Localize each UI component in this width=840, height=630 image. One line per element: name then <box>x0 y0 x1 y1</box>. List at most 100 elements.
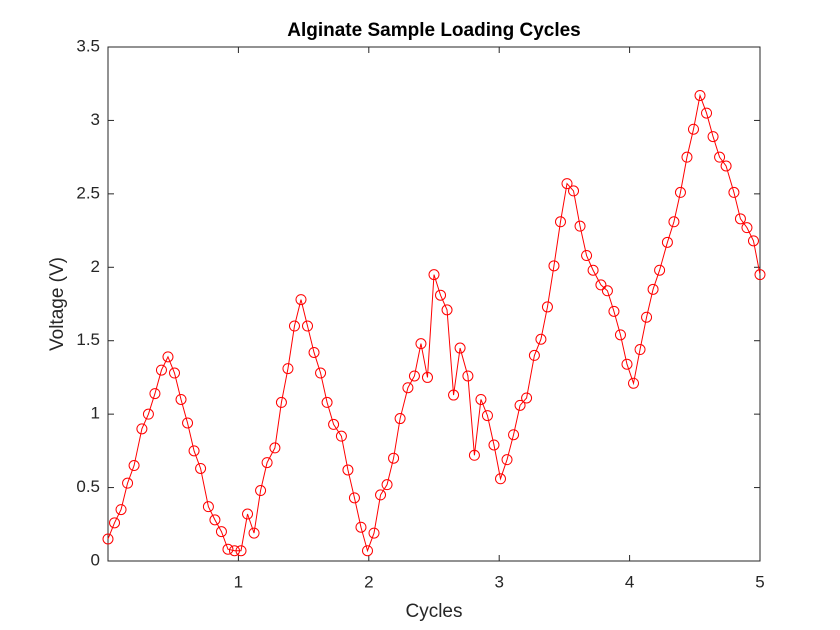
data-point <box>701 107 713 119</box>
data-point <box>182 417 194 429</box>
data-point <box>548 260 560 272</box>
data-point <box>288 320 300 332</box>
x-axis-label: Cycles <box>405 601 462 622</box>
data-point <box>448 389 460 401</box>
data-point <box>488 439 500 451</box>
data-point <box>342 464 354 476</box>
data-point <box>614 329 626 341</box>
data-point <box>169 367 181 379</box>
data-point <box>661 236 673 248</box>
y-tick-label: 1 <box>91 404 100 423</box>
data-point <box>102 533 114 545</box>
data-point <box>368 527 380 539</box>
x-tick-label: 2 <box>364 572 373 591</box>
data-line <box>107 93 761 553</box>
data-point <box>734 213 746 225</box>
data-point <box>634 344 646 356</box>
data-point <box>468 449 480 461</box>
data-point <box>408 370 420 382</box>
data-point <box>381 479 393 491</box>
data-point <box>687 123 699 135</box>
data-point <box>514 399 526 411</box>
data-point <box>720 160 732 172</box>
data-point <box>355 521 367 533</box>
data-point <box>475 393 487 405</box>
data-point <box>747 235 759 247</box>
data-point <box>142 408 154 420</box>
data-point <box>195 462 207 474</box>
data-point <box>621 358 633 370</box>
data-point <box>714 151 726 163</box>
data-point <box>209 514 221 526</box>
data-point <box>754 269 766 281</box>
data-point <box>222 543 234 555</box>
x-tick-label: 1 <box>234 572 243 591</box>
data-point <box>394 413 406 425</box>
data-point <box>741 222 753 234</box>
data-point <box>149 388 161 400</box>
data-point <box>302 320 314 332</box>
data-point <box>361 545 373 557</box>
data-point <box>255 485 267 497</box>
data-point <box>587 264 599 276</box>
data-point <box>581 250 593 262</box>
data-point <box>275 396 287 408</box>
data-point <box>415 338 427 350</box>
data-point <box>707 131 719 143</box>
data-point <box>136 423 148 435</box>
data-point <box>388 452 400 464</box>
data-point <box>308 346 320 358</box>
x-tick-label: 4 <box>625 572 634 591</box>
data-point <box>248 527 260 539</box>
data-point <box>561 178 573 190</box>
data-point <box>674 186 686 198</box>
data-point <box>122 477 134 489</box>
y-tick-label: 3.5 <box>76 36 100 55</box>
data-point <box>601 285 613 297</box>
data-point <box>568 185 580 197</box>
data-point <box>115 504 127 516</box>
data-point <box>402 382 414 394</box>
data-point <box>282 363 294 375</box>
data-point <box>242 508 254 520</box>
data-point <box>501 454 513 466</box>
data-point <box>654 264 666 276</box>
data-point <box>681 151 693 163</box>
y-tick-label: 3 <box>91 110 100 129</box>
data-point <box>595 279 607 291</box>
data-point <box>269 442 281 454</box>
y-tick-label: 2 <box>91 257 100 276</box>
data-point <box>315 367 327 379</box>
data-point <box>628 377 640 389</box>
data-point <box>235 545 247 557</box>
data-point <box>421 371 433 383</box>
x-tick-label: 3 <box>494 572 503 591</box>
y-tick-label: 1.5 <box>76 330 100 349</box>
data-point <box>541 301 553 313</box>
y-tick-label: 0.5 <box>76 477 100 496</box>
data-point <box>554 216 566 228</box>
data-point <box>109 517 121 529</box>
y-axis-label: Voltage (V) <box>47 257 68 351</box>
data-point <box>528 349 540 361</box>
data-point <box>668 216 680 228</box>
data-point <box>481 410 493 422</box>
data-point <box>295 294 307 306</box>
data-point <box>215 526 227 538</box>
data-point <box>428 269 440 281</box>
data-point <box>508 429 520 441</box>
y-tick-label: 0 <box>91 550 100 569</box>
data-point <box>162 351 174 363</box>
data-point <box>155 364 167 376</box>
data-point <box>261 457 273 469</box>
data-point <box>175 393 187 405</box>
plot-area <box>107 46 761 562</box>
data-point <box>608 305 620 317</box>
data-point <box>454 342 466 354</box>
data-point <box>375 489 387 501</box>
data-point <box>535 333 547 345</box>
data-point <box>521 392 533 404</box>
data-point <box>202 501 214 513</box>
y-tick-label: 2.5 <box>76 183 100 202</box>
